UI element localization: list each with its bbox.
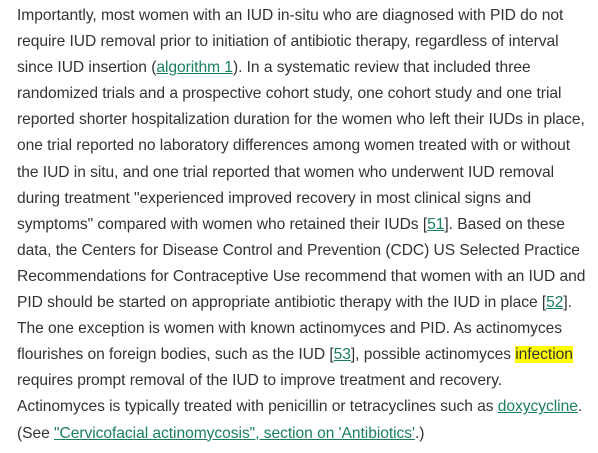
- text-segment: requires prompt removal of the IUD to im…: [17, 372, 503, 416]
- text-segment: Importantly, most women with an IUD in-s…: [17, 7, 564, 77]
- text-segment: ]. The one exception is women with known…: [17, 294, 572, 364]
- reference-link-53[interactable]: 53: [333, 346, 351, 364]
- text-segment: ). In a systematic review that included …: [17, 59, 585, 233]
- algorithm-link[interactable]: algorithm 1: [156, 59, 233, 77]
- see-also-link[interactable]: "Cervicofacial actinomycosis", section o…: [54, 424, 415, 442]
- doxycycline-link[interactable]: doxycycline: [497, 398, 578, 416]
- text-segment: .): [414, 424, 425, 442]
- article-paragraph: Importantly, most women with an IUD in-s…: [17, 3, 589, 447]
- reference-link-51[interactable]: 51: [427, 215, 445, 233]
- search-highlight: infection: [515, 346, 573, 364]
- reference-link-52[interactable]: 52: [546, 294, 564, 312]
- text-segment: ], possible actinomyces: [350, 346, 516, 364]
- text-segment: ]. Based on these data, the Centers for …: [17, 215, 586, 312]
- text-segment: . (See: [17, 398, 583, 442]
